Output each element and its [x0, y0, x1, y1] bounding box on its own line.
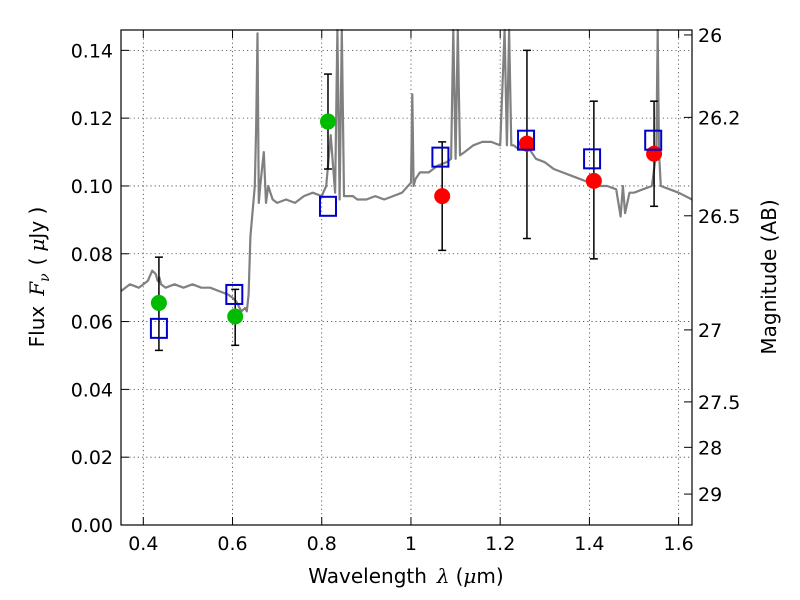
x-tick-label: 1.4 [574, 533, 604, 555]
model-photometry-point [644, 129, 663, 151]
model-photometry-point [583, 148, 602, 170]
spectrum-line [120, 28, 693, 313]
y-tick-label: 0.02 [71, 447, 113, 469]
error-bars [154, 49, 659, 352]
y2-tick-label: 26.2 [698, 107, 740, 129]
y2-tick-label: 29 [698, 484, 722, 506]
y-tick-label: 0.12 [71, 108, 113, 130]
model-photometry-point [517, 129, 536, 151]
y2-tick-label: 28 [698, 437, 722, 459]
y-tick-label: 0.14 [71, 40, 113, 62]
model-photometry-point [149, 317, 168, 339]
y-axis-label: FluxFν(μJy ) [25, 207, 53, 348]
observed-green-point [227, 308, 244, 325]
observed-red-point [434, 188, 451, 205]
observed-green-point [150, 294, 167, 311]
y2-tick-label: 26.5 [698, 206, 740, 228]
model-spectrum [120, 28, 693, 313]
x-tick-label: 0.8 [307, 533, 337, 555]
y2-axis-label: Magnitude (AB) [757, 199, 781, 354]
x-tick-label: 1.2 [485, 533, 515, 555]
model-photometry-point [431, 146, 450, 168]
data-markers [149, 113, 663, 339]
observed-red-point [585, 172, 602, 189]
y-tick-label: 0.08 [71, 244, 113, 266]
axis-ticks [121, 30, 692, 526]
x-tick-label: 0.6 [217, 533, 247, 555]
observed-green-point [319, 113, 336, 130]
observed-red-point [646, 145, 663, 162]
model-photometry-point [318, 195, 337, 217]
x-tick-label: 0.4 [128, 533, 158, 555]
y-tick-label: 0.06 [71, 312, 113, 334]
y-tick-label: 0.10 [71, 176, 113, 198]
model-photometry-point [225, 283, 244, 305]
x-tick-label: 1 [405, 533, 417, 555]
grid-lines [121, 30, 692, 526]
y2-tick-label: 26 [698, 25, 722, 47]
y-tick-label: 0.00 [71, 515, 113, 537]
tick-labels: 0.4 0.6 0.8 1 1.2 1.4 1.6 0.00 0.02 0.04 0.06 0.08 0… [71, 25, 741, 555]
y2-tick-label: 27.5 [698, 392, 740, 414]
x-tick-label: 1.6 [664, 533, 694, 555]
y-tick-label: 0.04 [71, 379, 113, 401]
plot-frame [120, 29, 693, 526]
y2-tick-label: 27 [698, 320, 722, 342]
x-axis-label: Wavelength λ (μm) [308, 564, 503, 588]
